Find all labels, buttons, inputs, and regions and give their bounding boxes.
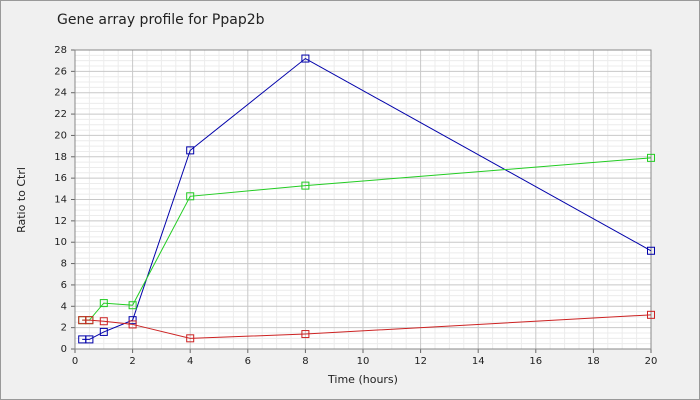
point-marker	[85, 335, 94, 344]
y-tick-label: 6	[61, 280, 67, 291]
y-tick-label: 28	[54, 45, 67, 56]
point-marker	[128, 320, 137, 329]
y-tick-label: 24	[54, 88, 67, 99]
x-tick-label: 8	[302, 356, 308, 367]
point-marker	[301, 54, 310, 63]
y-tick-label: 12	[54, 216, 67, 227]
x-tick-label: 12	[414, 356, 427, 367]
point-marker	[301, 181, 310, 190]
plot-border	[74, 49, 652, 350]
y-tick-label: 14	[54, 195, 67, 206]
point-marker	[186, 146, 195, 155]
x-tick-label: 0	[72, 356, 78, 367]
point-marker	[186, 334, 195, 343]
x-tick-label: 18	[587, 356, 600, 367]
point-marker	[99, 327, 108, 336]
y-tick-label: 2	[61, 323, 67, 334]
series-line	[82, 314, 652, 339]
y-axis-label: Ratio to Ctrl	[15, 167, 28, 233]
y-tick-label: 16	[54, 173, 67, 184]
point-marker	[647, 246, 655, 255]
point-marker	[647, 310, 655, 319]
y-tick-label: 22	[54, 109, 67, 120]
point-marker	[128, 301, 137, 310]
point-marker	[99, 299, 108, 308]
point-marker	[301, 330, 310, 339]
y-tick-label: 26	[54, 66, 67, 77]
y-tick-label: 20	[54, 130, 67, 141]
x-axis-label: Time (hours)	[327, 373, 398, 386]
x-tick-label: 10	[357, 356, 370, 367]
x-tick-label: 6	[245, 356, 251, 367]
point-marker	[99, 317, 108, 326]
y-tick-label: 18	[54, 152, 67, 163]
x-tick-label: 16	[529, 356, 542, 367]
x-tick-label: 14	[472, 356, 485, 367]
y-tick-label: 10	[54, 237, 67, 248]
y-tick-label: 8	[61, 259, 67, 270]
series-line	[82, 57, 652, 340]
point-marker	[647, 153, 655, 162]
x-tick-label: 20	[645, 356, 658, 367]
y-tick-label: 0	[61, 344, 67, 355]
y-tick-label: 4	[61, 301, 67, 312]
x-tick-label: 2	[129, 356, 135, 367]
point-marker	[186, 192, 195, 201]
point-marker	[85, 316, 94, 325]
point-marker	[128, 316, 137, 325]
x-tick-label: 4	[187, 356, 193, 367]
chart-title: Gene array profile for Ppap2b	[57, 12, 265, 28]
